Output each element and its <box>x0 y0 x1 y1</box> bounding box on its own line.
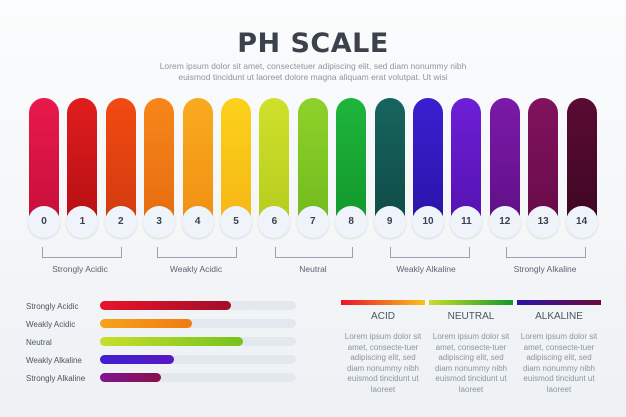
ph-value-11: 11 <box>450 206 483 238</box>
group-label-strongly-alkaline: Strongly Alkaline <box>513 264 577 274</box>
progress-fill <box>100 319 193 328</box>
progress-fill <box>100 355 175 364</box>
ph-value-2: 2 <box>104 206 137 238</box>
progress-track <box>100 301 296 310</box>
legend-title-acid: ACID <box>371 311 395 322</box>
group-label-neutral: Neutral <box>299 264 327 274</box>
ph-value-10: 10 <box>412 206 444 238</box>
page-title: PH SCALE <box>237 28 389 59</box>
progress-track <box>100 319 296 328</box>
progress-label: Weakly Alkaline <box>26 356 82 365</box>
group-bracket-neutral <box>275 247 353 258</box>
legend-title-alkaline: ALKALINE <box>535 311 583 322</box>
legend-text-alkaline: Lorem ipsum dolor sit amet, consecte-tue… <box>520 332 598 394</box>
legend-title-neutral: NEUTRAL <box>447 311 495 322</box>
ph-value-14: 14 <box>565 206 598 238</box>
ph-value-1: 1 <box>66 206 99 238</box>
ph-value-12: 12 <box>488 206 521 238</box>
legend-line-alkaline <box>517 300 601 305</box>
group-label-strongly-acidic: Strongly Acidic <box>52 264 108 274</box>
group-bracket-weakly-acidic <box>157 247 237 258</box>
progress-track <box>100 373 296 382</box>
ph-value-0: 0 <box>28 206 60 238</box>
progress-label: Strongly Alkaline <box>26 374 86 383</box>
ph-value-6: 6 <box>258 206 291 238</box>
group-bracket-strongly-acidic <box>42 247 122 258</box>
ph-value-13: 13 <box>527 206 560 238</box>
ph-value-7: 7 <box>296 206 329 238</box>
progress-label: Strongly Acidic <box>26 302 79 311</box>
progress-track <box>100 337 296 346</box>
ph-value-8: 8 <box>335 206 368 238</box>
progress-track <box>100 355 296 364</box>
ph-value-9: 9 <box>373 206 406 238</box>
group-label-weakly-alkaline: Weakly Alkaline <box>396 264 456 274</box>
progress-label: Weakly Acidic <box>26 320 76 329</box>
ph-value-5: 5 <box>220 206 252 238</box>
progress-label: Neutral <box>26 338 52 347</box>
ph-value-3: 3 <box>143 206 176 238</box>
legend-line-acid <box>341 300 425 305</box>
progress-fill <box>100 373 161 382</box>
legend-text-acid: Lorem ipsum dolor sit amet, consecte-tue… <box>344 332 422 394</box>
group-label-weakly-acidic: Weakly Acidic <box>169 264 223 274</box>
group-bracket-weakly-alkaline <box>390 247 470 258</box>
ph-value-4: 4 <box>181 206 214 238</box>
page-subtitle: Lorem ipsum dolor sit amet, consectetuer… <box>159 61 467 82</box>
group-bracket-strongly-alkaline <box>506 247 586 258</box>
progress-fill <box>100 337 244 346</box>
legend-text-neutral: Lorem ipsum dolor sit amet, consecte-tue… <box>432 332 510 394</box>
progress-fill <box>100 301 232 310</box>
legend-line-neutral <box>429 300 513 305</box>
